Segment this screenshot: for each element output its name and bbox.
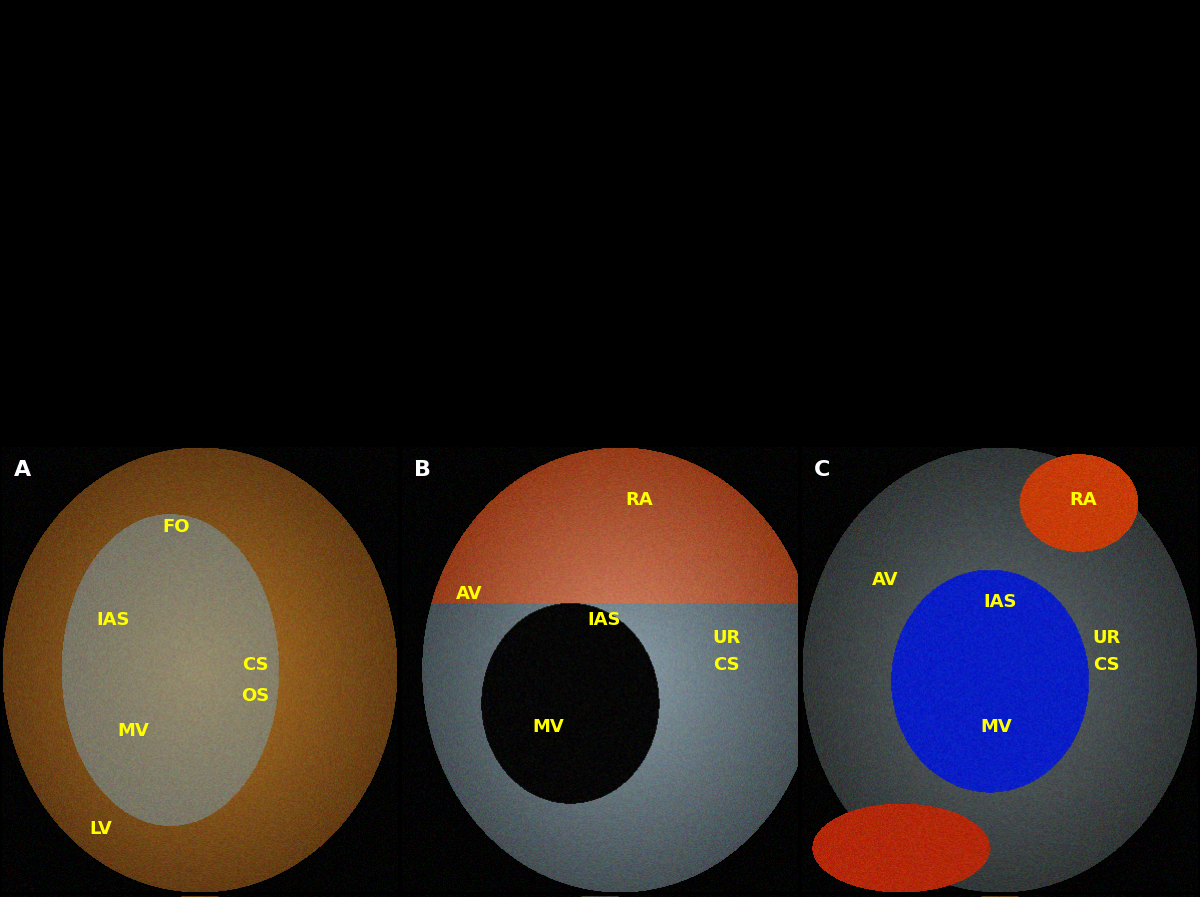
Text: OS: OS: [241, 687, 270, 705]
Text: B: B: [414, 460, 431, 480]
Text: RA: RA: [625, 491, 653, 509]
Text: C: C: [815, 460, 830, 480]
Text: CS: CS: [1093, 656, 1120, 674]
Text: IAS: IAS: [587, 611, 620, 629]
Text: AV: AV: [872, 571, 899, 589]
Text: AV: AV: [456, 585, 482, 603]
Text: MV: MV: [980, 718, 1012, 736]
Text: MV: MV: [116, 722, 149, 740]
Text: CS: CS: [713, 656, 739, 674]
Text: FO: FO: [162, 518, 190, 536]
Text: UR: UR: [713, 629, 740, 647]
Text: A: A: [14, 460, 31, 480]
Text: CS: CS: [242, 656, 269, 674]
Text: LV: LV: [90, 821, 113, 839]
Text: RA: RA: [1069, 491, 1097, 509]
Text: IAS: IAS: [983, 594, 1016, 612]
Text: MV: MV: [533, 718, 564, 736]
Text: UR: UR: [1092, 629, 1121, 647]
Text: IAS: IAS: [96, 611, 130, 629]
